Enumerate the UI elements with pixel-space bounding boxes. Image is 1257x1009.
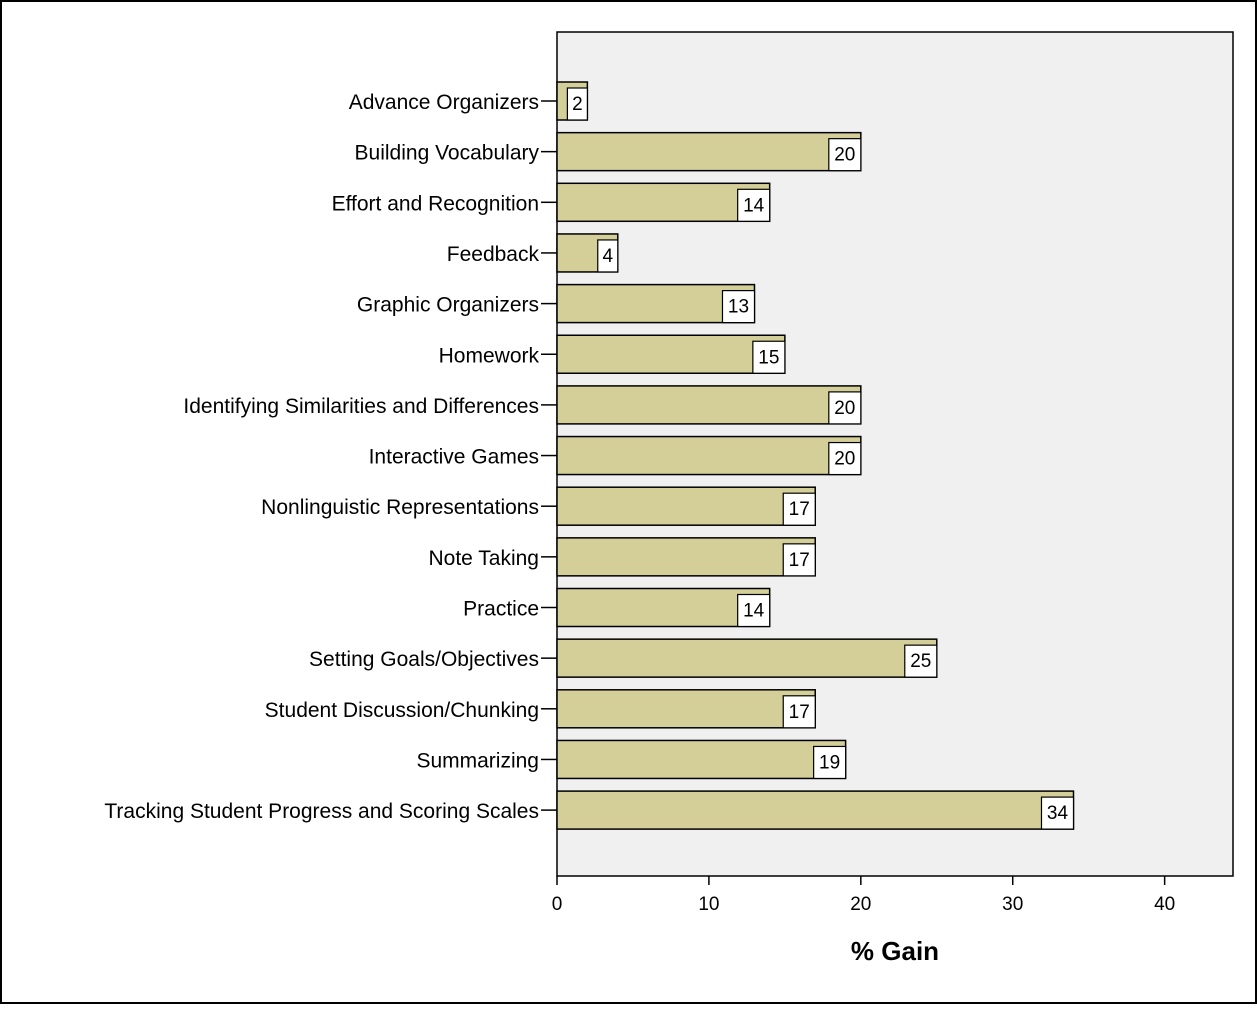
x-tick-label: 10 [698,894,719,915]
data-label: 20 [834,145,855,166]
category-label: Interactive Games [369,446,539,469]
data-label-box [566,87,588,121]
bar [556,537,816,577]
category-label: Graphic Organizers [357,294,539,317]
data-label: 20 [834,398,855,419]
data-label: 4 [602,246,613,267]
bar [556,283,756,324]
data-label-box [737,188,771,222]
x-tick-label: 20 [850,894,871,915]
data-label-box [782,695,816,729]
data-label: 14 [743,601,765,622]
data-label-box [904,644,938,678]
data-label-box [828,391,862,425]
x-tick-label: 0 [552,894,563,915]
category-label: Building Vocabulary [355,142,540,165]
bar [556,790,1075,830]
category-label: Note Taking [428,547,539,570]
bar [556,131,862,172]
x-axis-title: % Gain [851,936,939,966]
data-label: 17 [789,702,810,723]
category-label: Effort and Recognition [332,192,539,215]
data-label: 20 [834,449,855,470]
bar [556,182,771,223]
data-label-box [782,492,816,526]
data-label-box [737,593,771,628]
data-label: 17 [789,550,810,571]
category-label: Practice [463,598,539,621]
category-label: Nonlinguistic Representations [261,496,539,519]
data-label-box [828,441,862,476]
data-label: 25 [910,651,931,672]
data-label-box [752,340,786,374]
data-label: 19 [819,752,840,773]
data-label: 15 [758,347,779,368]
bar [556,334,786,374]
data-label: 17 [789,499,810,520]
data-label: 13 [728,297,749,318]
data-label-box [828,138,862,172]
data-label-box [597,239,619,273]
category-label: Identifying Similarities and Differences [183,395,539,418]
category-label: Homework [439,344,540,367]
category-label: Setting Goals/Objectives [309,648,539,671]
data-label-box [1040,796,1075,830]
data-label-box [813,745,847,780]
category-label: Student Discussion/Chunking [265,699,539,722]
data-label: 34 [1047,803,1069,824]
data-label: 14 [743,195,765,216]
category-label: Advance Organizers [349,91,539,114]
x-tick-label: 40 [1154,894,1175,915]
data-label: 2 [572,94,583,115]
bar [556,689,816,729]
category-label: Tracking Student Progress and Scoring Sc… [104,800,539,823]
category-label: Feedback [447,243,540,266]
bar [556,385,862,425]
data-label-box [782,543,816,577]
bar [556,638,938,678]
bar [556,435,862,476]
data-label-box [721,290,756,324]
category-label: Summarizing [416,749,539,772]
bar [556,486,816,526]
x-tick-label: 30 [1002,894,1023,915]
bar [556,739,847,780]
